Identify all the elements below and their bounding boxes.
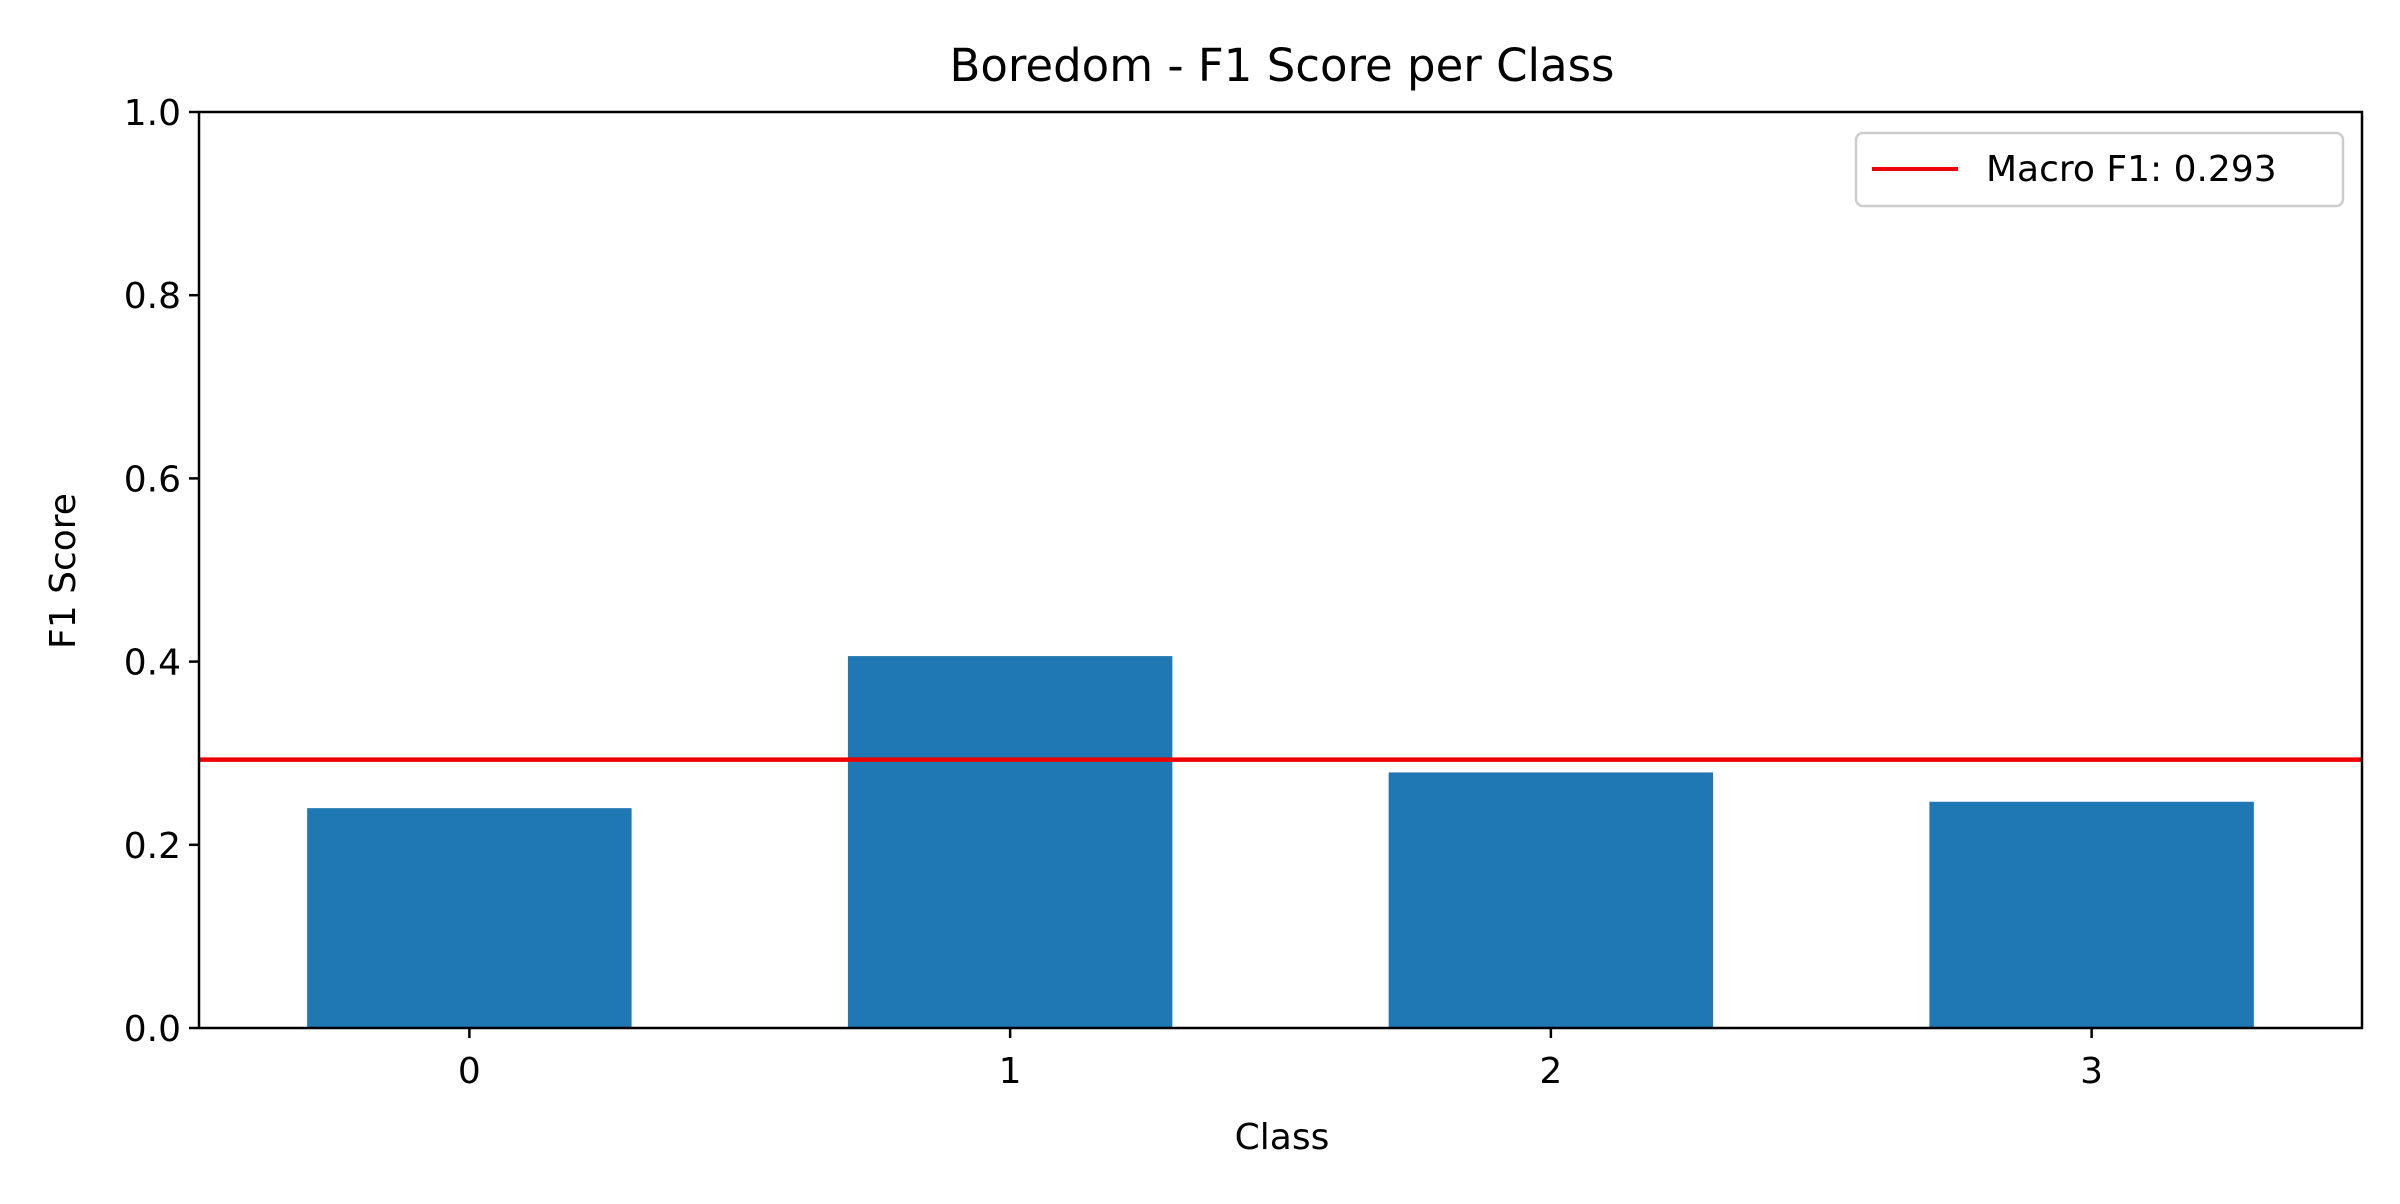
y-tick-label: 0.8 xyxy=(124,276,181,317)
x-tick-label: 2 xyxy=(1539,1051,1562,1092)
bar-class-1 xyxy=(847,656,1173,1028)
x-tick-label: 1 xyxy=(999,1051,1022,1092)
bars-layer xyxy=(307,656,2254,1028)
y-tick-label: 0.4 xyxy=(124,643,181,684)
y-axis-label: F1 Score xyxy=(43,493,84,649)
legend-box xyxy=(1854,131,2345,208)
bar-class-2 xyxy=(1388,772,1714,1028)
axes-layer xyxy=(197,110,2364,1030)
x-tick-label: 0 xyxy=(458,1051,481,1092)
bar-class-0 xyxy=(307,808,632,1028)
y-axis-ticks: 0.0 0.2 0.4 0.6 0.8 1.0 xyxy=(124,93,199,1050)
x-tick-label: 3 xyxy=(2080,1051,2103,1092)
y-tick-label: 1.0 xyxy=(124,93,181,134)
bar-class-3 xyxy=(1929,801,2254,1028)
chart-title: Boredom - F1 Score per Class xyxy=(950,39,1615,92)
y-tick-label: 0.0 xyxy=(124,1009,181,1050)
x-axis-ticks: 0 1 2 3 xyxy=(458,1028,2103,1092)
legend-label: Macro F1: 0.293 xyxy=(1986,149,2277,190)
plot-frame xyxy=(197,110,2364,1030)
y-tick-label: 0.2 xyxy=(124,826,181,867)
y-tick-label: 0.6 xyxy=(124,459,181,500)
legend: Macro F1: 0.293 xyxy=(1854,131,2345,208)
x-axis-label: Class xyxy=(1235,1117,1330,1158)
